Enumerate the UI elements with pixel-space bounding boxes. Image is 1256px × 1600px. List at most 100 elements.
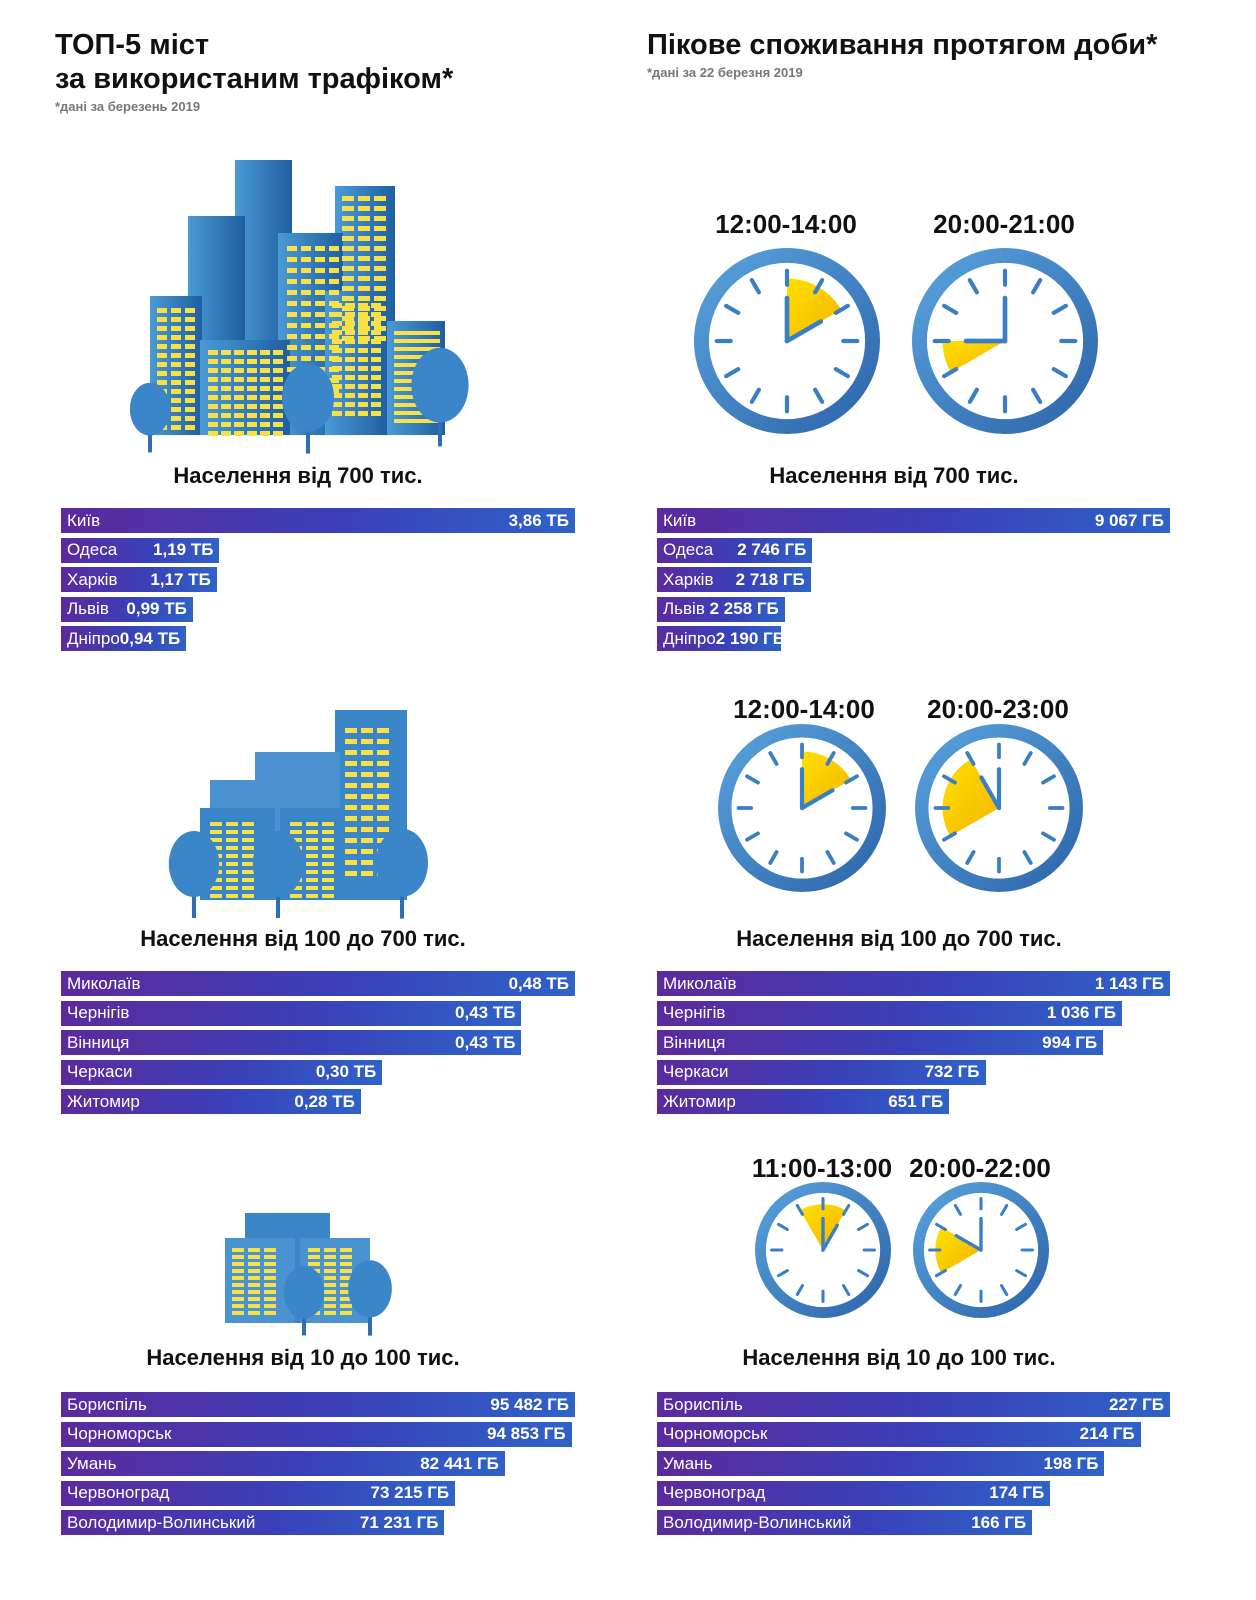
clock-tick [967,278,979,295]
clock-tick [795,1284,804,1297]
bar-value-label: 0,48 ТБ [508,973,569,993]
bar-3: Львів 2 258 ГБ [657,596,785,622]
label-right-3: Населення від 10 до 100 тис. [742,1345,1056,1370]
bar-2: Вінниця 994 ГБ [657,1030,1104,1055]
clock-icon [755,1182,891,1318]
clock-icon [718,724,886,892]
clock-tick [1015,1222,1028,1231]
city-small-illustration [225,1213,392,1336]
bar-category-label: Володимир-Волинський [663,1512,852,1532]
bar-0: Миколаїв 1 143 ГБ [657,971,1170,996]
left-title: ТОП-5 міст за використаним трафіком* [55,28,453,96]
clock-hour-hand [954,1234,983,1252]
clock-tick [953,1284,962,1297]
clock-tick [776,1222,789,1231]
clock-tick [749,278,761,295]
bar-3: Черкаси 0,30 ТБ [61,1059,383,1085]
bar-value-label: 1 036 ГБ [1046,1003,1116,1022]
clock-tick [942,774,957,785]
clock-tick [967,387,979,404]
bar-0: Бориспіль 227 ГБ [657,1392,1170,1417]
bar-value-label: 0,28 ТБ [294,1091,355,1111]
bar-value-label: 166 ГБ [971,1512,1027,1532]
bar-value-label: 1 143 ГБ [1094,973,1164,993]
clock-tick [934,1222,947,1231]
clock-hour-hand [821,1223,839,1252]
clock-tick [953,1203,962,1216]
bar-1: Чернігів 1 036 ГБ [657,1000,1122,1026]
clock-tick [724,303,741,315]
bar-category-label: Дніпро [67,628,120,648]
bar-value-label: 198 ГБ [1043,1453,1099,1473]
clock-tick [1041,831,1056,842]
right-title: Пікове споживання протягом доби* [647,29,1158,61]
clock-peak-sector [942,341,1005,373]
bar-value-label: 174 ГБ [989,1483,1045,1502]
city-large-illustration [129,160,469,454]
bar-category-label: Червоноград [663,1483,766,1502]
city-medium-illustration [168,710,429,919]
clock-time-2: 20:00-21:00 [933,209,1075,239]
clock-icon [694,248,880,434]
bar-4: Володимир-Волинський 166 ГБ [657,1510,1033,1535]
bar-value-label: 0,94 ТБ [119,628,181,648]
bar-category-label: Київ [663,510,697,530]
clock-tick [833,367,850,379]
bar-category-label: Вінниця [663,1032,726,1052]
bar-category-label: Володимир-Волинський [67,1512,256,1532]
clock-time-4: 20:00-23:00 [927,694,1069,724]
bar-category-label: Одеса [67,540,118,559]
clock-tick [1000,1203,1009,1216]
clock-tick [749,387,761,404]
clock-time-5: 11:00-13:00 [751,1153,893,1183]
bar-value-label: 651 ГБ [888,1091,944,1111]
bar-2: Умань 82 441 ГБ [61,1451,505,1476]
bar-category-label: Одеса [663,540,714,559]
bar-1: Чернігів 0,43 ТБ [61,1000,522,1026]
label-left-2: Населення від 100 до 700 тис. [140,926,466,951]
bar-value-label: 9 067 ГБ [1094,510,1164,530]
clock-tick [934,1269,947,1278]
bar-1: Чорноморськ 214 ГБ [657,1421,1141,1447]
clock-peak-sector [942,759,999,837]
clock-tick [857,1269,870,1278]
clock-time-3: 12:00-14:00 [733,694,875,724]
clock-tick [813,278,825,295]
bar-category-label: Харків [663,569,714,589]
bar-category-label: Бориспіль [663,1394,743,1414]
bar-2: Умань 198 ГБ [657,1451,1105,1476]
clock-peak-sector [935,1227,981,1273]
bar-4: Дніпро 0,94 ТБ [61,626,187,651]
clock-tick [844,831,859,842]
bar-category-label: Умань [67,1453,117,1473]
bar-category-label: Київ [67,510,101,530]
bar-0: Київ 3,86 ТБ [61,508,575,533]
bar-3: Червоноград 174 ГБ [657,1480,1051,1506]
clock-tick [1015,1269,1028,1278]
bar-category-label: Чорноморськ [663,1424,768,1443]
bar-value-label: 2 746 ГБ [737,540,807,559]
clock-tick [1041,774,1056,785]
bar-2: Харків 1,17 ТБ [61,567,217,592]
label-left-1: Населення від 700 тис. [173,463,423,488]
clock-icon [913,1182,1049,1318]
bar-4: Володимир-Волинський 71 231 ГБ [61,1510,445,1535]
bar-4: Житомир 0,28 ТБ [61,1089,361,1114]
clock-tick [965,751,976,766]
bar-value-label: 71 231 ГБ [359,1512,439,1532]
bar-category-label: Миколаїв [67,973,141,993]
left-note: *дані за березень 2019 [55,99,201,114]
bar-value-label: 1,19 ТБ [153,540,214,559]
bar-1: Чорноморськ 94 853 ГБ [61,1421,572,1447]
bar-category-label: Львів [67,599,109,618]
left-title-line2: за використаним трафіком* [55,63,454,95]
bar-3: Червоноград 73 215 ГБ [61,1480,456,1506]
clock-tick [1031,278,1043,295]
clock-tick [842,1284,851,1297]
clock-tick [1051,303,1068,315]
bar-value-label: 1,17 ТБ [150,569,211,589]
bar-value-label: 2 190 ГБ [715,628,785,648]
label-right-2: Населення від 100 до 700 тис. [736,926,1062,951]
clock-tick [825,850,836,865]
bar-value-label: 994 ГБ [1042,1032,1098,1052]
